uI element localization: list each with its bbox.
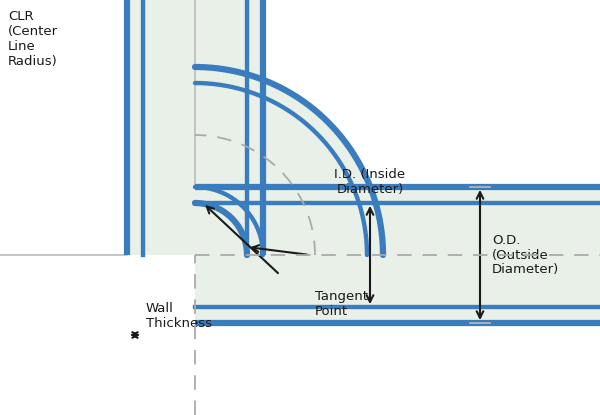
Polygon shape [195, 67, 383, 255]
Text: Tangent
Point: Tangent Point [315, 290, 368, 318]
Polygon shape [195, 187, 600, 323]
Text: Wall
Thickness: Wall Thickness [146, 302, 212, 330]
Text: I.D. (Inside
Diameter): I.D. (Inside Diameter) [334, 168, 406, 196]
Text: O.D.
(Outside
Diameter): O.D. (Outside Diameter) [492, 234, 559, 276]
Polygon shape [127, 0, 263, 255]
Text: CLR
(Center
Line
Radius): CLR (Center Line Radius) [8, 10, 58, 68]
